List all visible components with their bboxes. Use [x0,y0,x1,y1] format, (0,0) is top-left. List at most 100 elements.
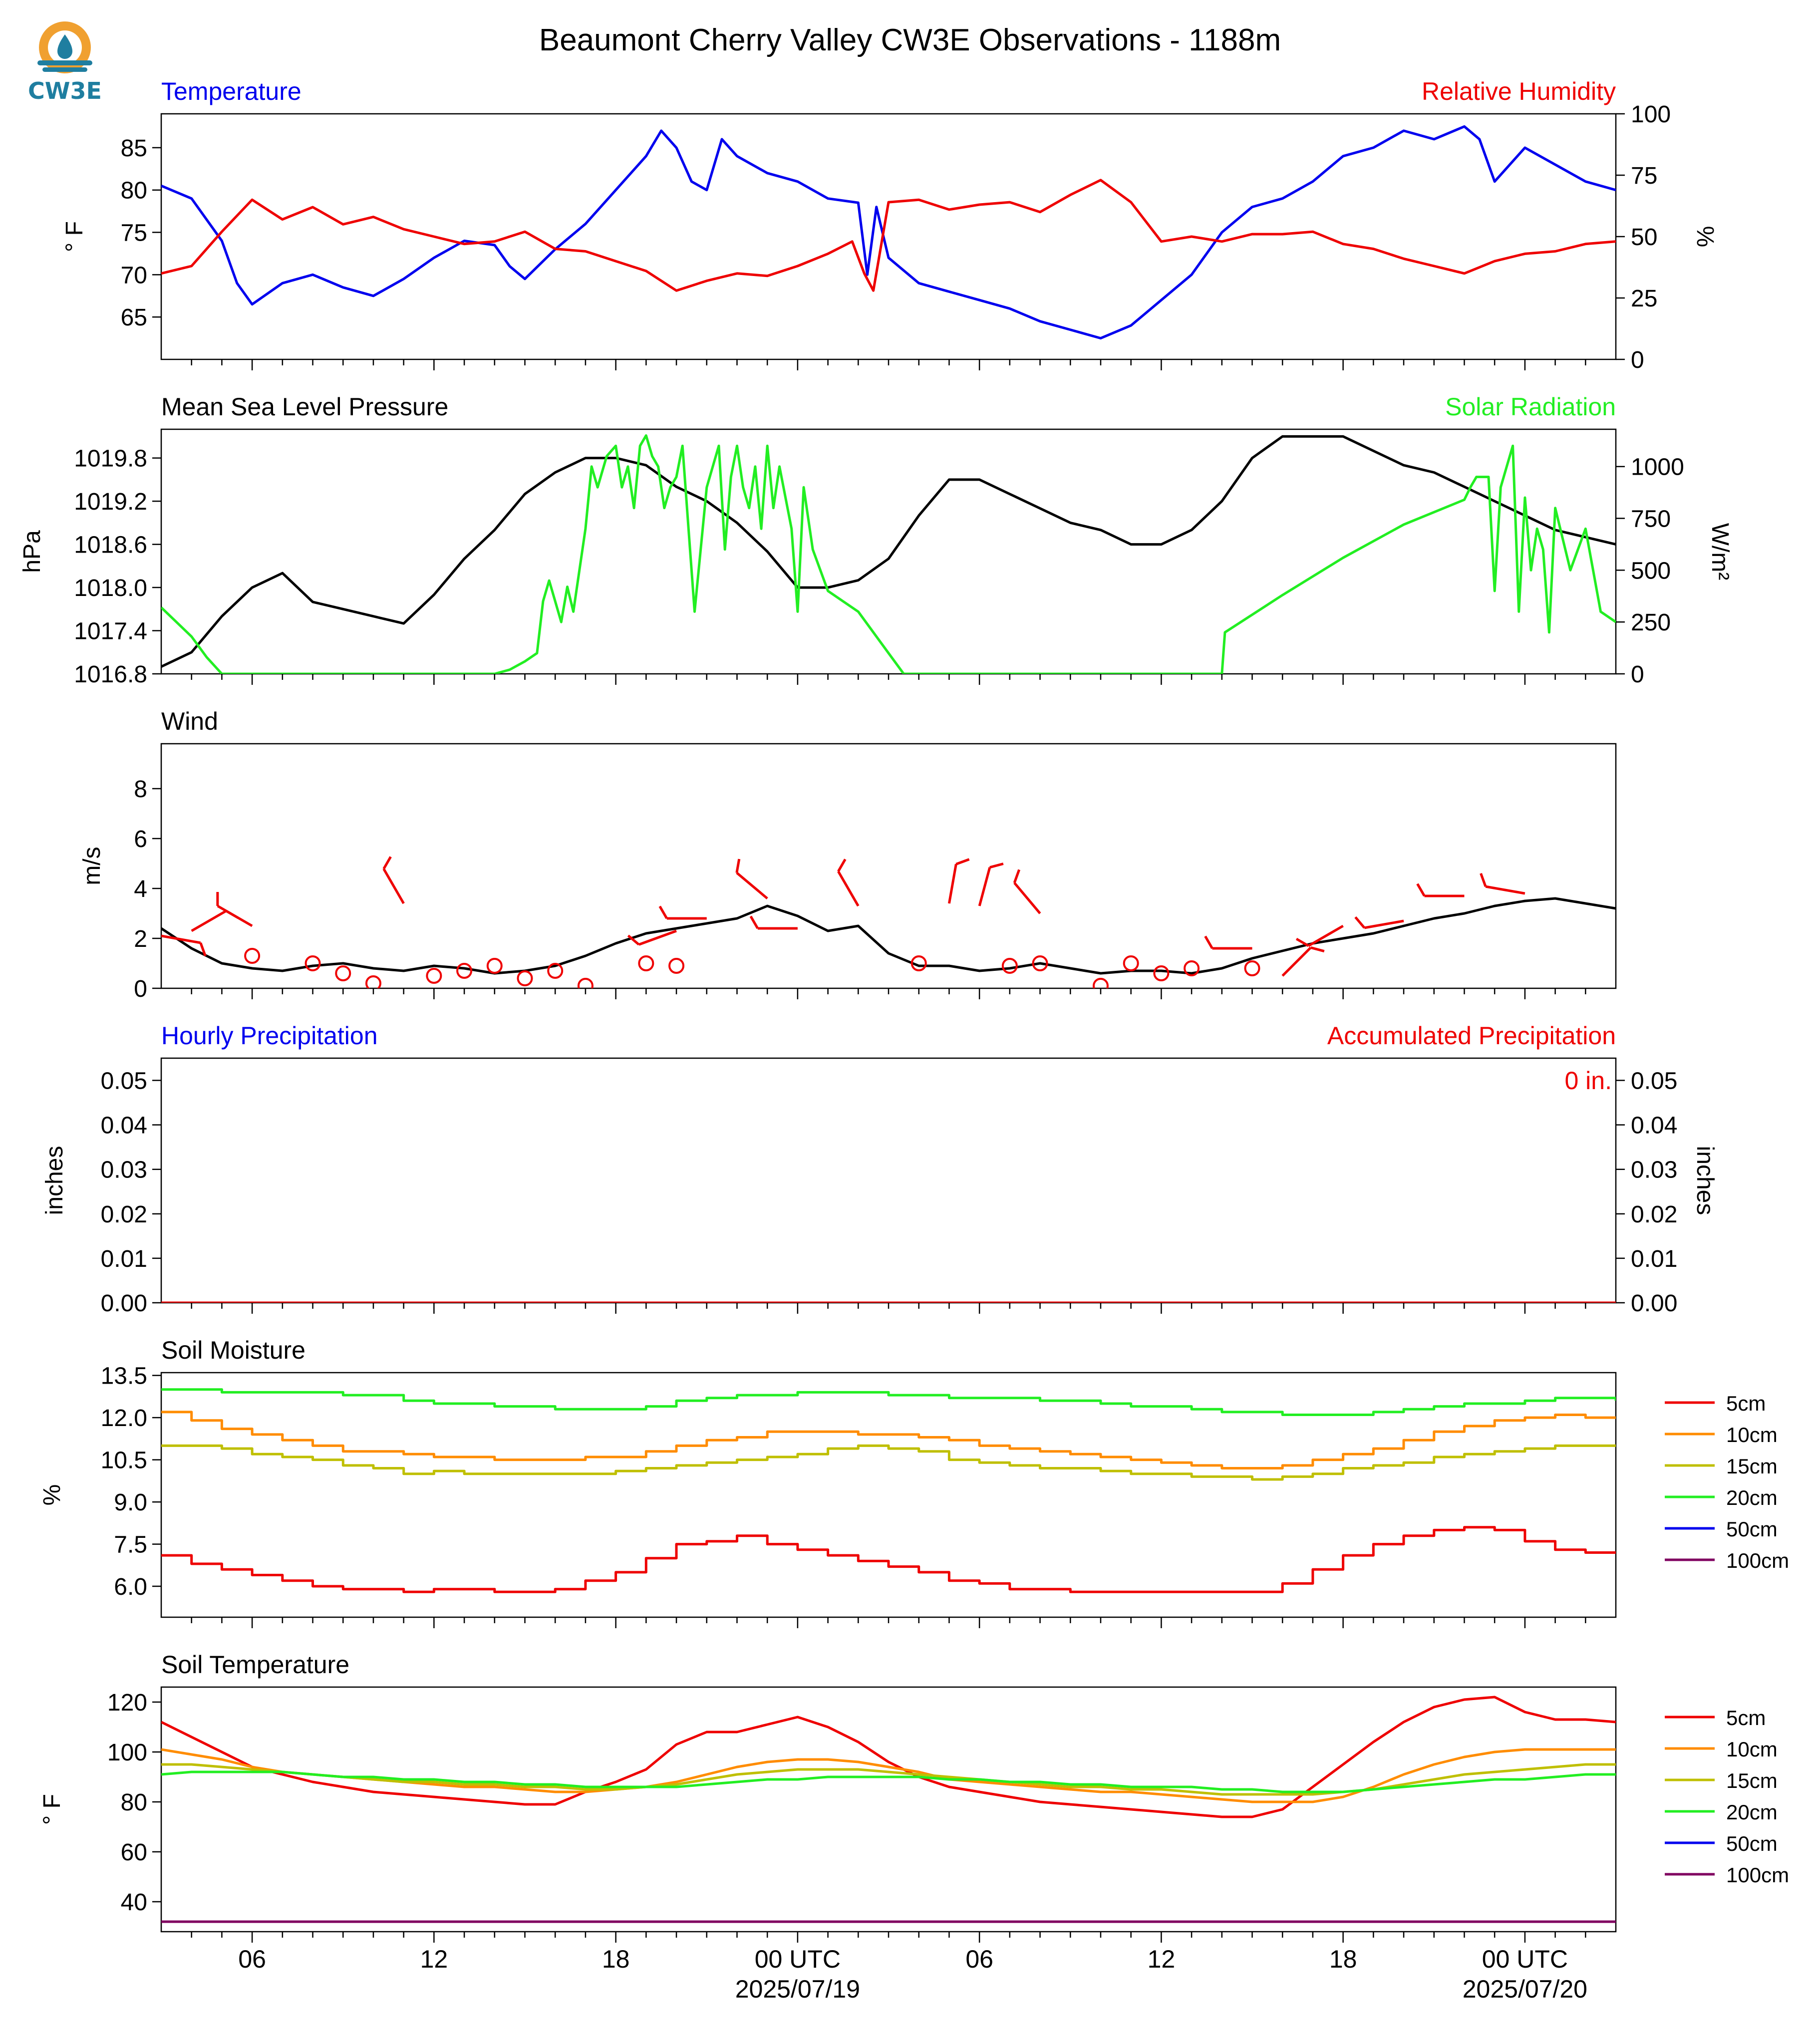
wind-barb [1364,919,1404,929]
x-tick-label: 06 [238,1945,266,1973]
legend-label: 5cm [1726,1392,1766,1415]
y-tick-label-right: 750 [1631,506,1671,533]
series-line-solar-radiation [161,434,1616,674]
x-tick-label: 18 [602,1945,630,1973]
wind-barb-flag [1204,935,1213,949]
wind-calm-marker [1123,955,1139,971]
y-tick-label-left: 13.5 [101,1363,147,1390]
plot-area [161,434,1616,674]
wind-barb-flag [1480,872,1487,887]
wind-barb [1485,885,1525,895]
y-tick-label-left: 60 [121,1839,147,1866]
series-line-temperature [161,125,1616,340]
x-tick-label: 06 [965,1945,993,1973]
wind-barb [217,904,253,927]
y-tick-label-left: 40 [121,1889,147,1916]
y-tick-label-right: 0 [1631,661,1644,688]
y-tick-label-left: 7.5 [114,1532,147,1558]
wind-barb-flag [735,859,741,873]
y-tick-label-left: 1017.4 [74,618,147,645]
legend-label: 10cm [1726,1423,1778,1447]
y-tick-label-left: 1019.2 [74,489,147,515]
wind-calm-marker [335,965,351,981]
y-tick-label-left: 1018.0 [74,575,147,601]
wind-barb-flag [382,856,392,869]
wind-barb-flag [749,915,759,929]
plot-area [161,1388,1616,1593]
y-tick-label-left: 4 [134,876,147,902]
y-tick-label-left: 2 [134,926,147,952]
wind-calm-marker [910,955,927,971]
wind-calm-marker [1001,958,1018,974]
legend-label: 15cm [1726,1454,1778,1478]
wind-barb-flag [955,858,970,866]
wind-calm-marker [547,963,564,979]
y-tick-label-left: 6.0 [114,1574,147,1600]
panel-title-left: Mean Sea Level Pressure [161,393,448,421]
wind-calm-marker [638,955,654,971]
wind-barb [1308,924,1344,947]
panel-pressure-solar: Mean Sea Level Pressure Solar Radiation 10… [19,393,1733,688]
plot-frame [160,1372,1617,1618]
y-tick-label-right: 0.00 [1631,1290,1677,1317]
panel-temperature-humidity: Temperature Relative Humidity 65 70 75 80 85 ° … [61,77,1718,373]
wind-barb-flag [658,905,668,919]
wind-barb [947,864,957,904]
legend: 5cm 10cm 15cm 20cm 50cm 100cm [1665,1392,1789,1572]
panel-title-right: Accumulated Precipitation [1327,1022,1616,1050]
y-tick-label-left: 65 [121,304,147,331]
series-line-5cm [161,1696,1616,1818]
y-axis-label-left: hPa [19,530,45,573]
panel-title-left: Hourly Precipitation [161,1022,378,1050]
panel-wind: Wind 0 2 4 6 8 m/s [79,707,1617,1002]
wind-calm-marker [486,958,503,974]
legend-label: 100cm [1726,1863,1789,1887]
panel-title-right: Solar Radiation [1445,393,1616,421]
x-tick-date-label: 2025/07/20 [1463,1975,1587,2003]
series-line-20cm [161,1770,1616,1793]
y-tick-label-left: 6 [134,826,147,853]
y-axis-label-right: % [1692,226,1718,248]
y-tick-label-left: 120 [107,1690,147,1716]
plot-frame [160,743,1617,989]
wind-barb-flag [1310,946,1325,953]
y-tick-label-left: 0.03 [101,1157,147,1183]
logo-emblem [37,21,92,73]
y-tick-label-left: 0.02 [101,1201,147,1228]
panel-soil-temperature: Soil Temperature 40 60 80 100 120 ° F 5cm 10cm 15… [39,1651,1789,2003]
y-tick-label-right: 0.03 [1631,1157,1677,1183]
y-tick-label-right: 1000 [1631,454,1684,481]
y-tick-label-right: 50 [1631,224,1657,251]
y-axis-label-right: inches [1692,1146,1718,1215]
series-line-10cm [161,1411,1616,1469]
plot-area [161,1696,1616,1923]
y-tick-label-left: 1016.8 [74,661,147,688]
plot-frame [160,113,1617,360]
y-tick-label-left: 0.01 [101,1246,147,1272]
y-tick-label-right: 0.01 [1631,1246,1677,1272]
series-line-5cm [161,1526,1616,1593]
wind-barb-flag [989,863,1004,869]
panel-soil-moisture: Soil Moisture 6.0 7.5 9.0 10.5 12.0 13.5% 5cm 10… [39,1336,1789,1628]
wind-calm-marker [577,978,594,988]
y-tick-label-left: 0.04 [101,1113,147,1139]
plot-frame [160,1057,1617,1304]
legend-label: 50cm [1726,1832,1778,1855]
wind-barb [1281,946,1312,977]
y-tick-label-left: 10.5 [101,1448,147,1474]
y-tick-label-left: 75 [121,220,147,247]
y-tick-label-right: 250 [1631,609,1671,636]
legend-label: 20cm [1726,1800,1778,1824]
wind-calm-marker [304,955,321,971]
y-tick-label-right: 0.05 [1631,1068,1677,1095]
y-tick-label-left: 85 [121,135,147,162]
wind-calm-marker [1153,965,1170,981]
y-tick-label-left: 8 [134,776,147,803]
y-tick-label-left: 0 [134,976,147,1002]
panel-precipitation: Hourly Precipitation Accumulated Precipit… [41,1022,1718,1317]
legend-label: 5cm [1726,1706,1766,1730]
series-line-15cm [161,1763,1616,1796]
legend-label: 50cm [1726,1517,1778,1541]
y-tick-label-left: 0.00 [101,1290,147,1317]
